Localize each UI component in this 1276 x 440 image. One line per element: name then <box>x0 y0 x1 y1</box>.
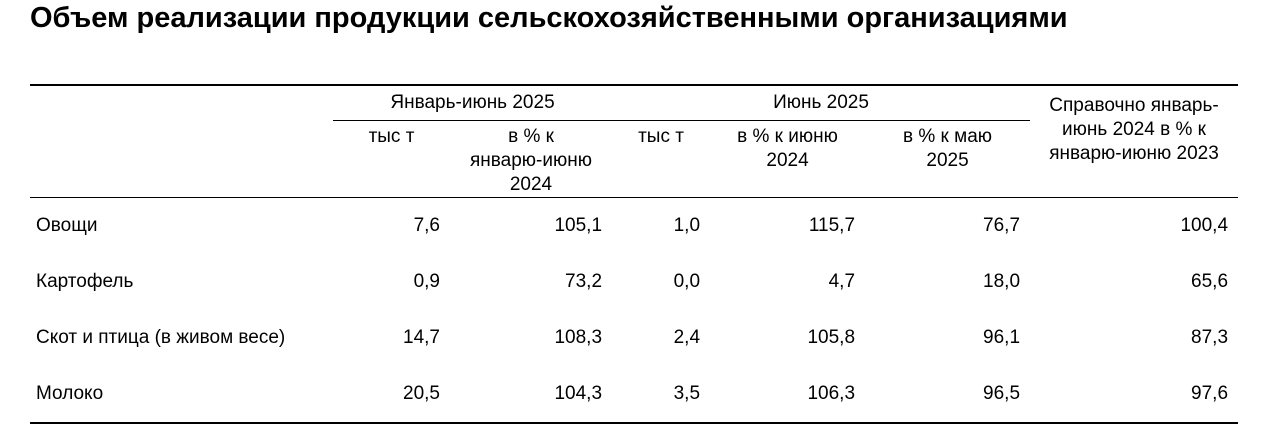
column-header: в % к январю-июню 2024 <box>450 120 613 198</box>
cell-value: 14,7 <box>403 327 440 348</box>
table-row: Картофель 0,9 73,2 0,0 4,7 18,0 65,6 <box>30 254 1238 310</box>
row-label: Картофель <box>36 271 134 292</box>
cell-value: 65,6 <box>1191 271 1229 292</box>
group-header: Июнь 2025 <box>612 84 1031 121</box>
cell-value: 115,7 <box>808 215 856 236</box>
cell-value: 97,6 <box>1030 366 1239 424</box>
cell-value: 100,4 <box>1180 215 1229 236</box>
data-table: Январь-июнь 2025 Июнь 2025 Справочно янв… <box>30 84 1239 424</box>
cell-value: 104,3 <box>450 366 613 424</box>
table-row: Овощи 7,6 105,1 1,0 115,7 76,7 100,4 <box>30 198 1238 255</box>
cell-value: 18,0 <box>983 271 1021 292</box>
cell-value: 20,5 <box>333 366 450 424</box>
row-label: Овощи <box>36 215 98 236</box>
cell-value: 3,5 <box>612 366 711 424</box>
column-header: тыс т <box>612 120 711 198</box>
row-label: Скот и птица (в живом весе) <box>36 327 286 348</box>
group-header: Справочно январь-июнь 2024 в % к январю-… <box>1030 84 1239 198</box>
group-header: Январь-июнь 2025 <box>333 84 613 121</box>
title: Объем реализации продукции сельскохозяйс… <box>30 2 1068 34</box>
cell-value: 0,0 <box>673 271 701 292</box>
cell-value: 108,3 <box>554 327 603 348</box>
row-label: Молоко <box>30 366 333 424</box>
column-header: в % к июню 2024 <box>710 120 866 198</box>
table-row: Скот и птица (в живом весе) 14,7 108,3 2,4 1… <box>30 310 1238 366</box>
cell-value: 76,7 <box>983 215 1021 236</box>
cell-value: 96,5 <box>865 366 1031 424</box>
cell-value: 96,1 <box>983 327 1021 348</box>
cell-value: 105,1 <box>554 215 603 236</box>
cell-value: 106,3 <box>710 366 866 424</box>
cell-value: 1,0 <box>673 215 701 236</box>
cell-value: 73,2 <box>565 271 603 292</box>
column-header: тыс т <box>333 120 450 198</box>
table-row: Молоко 20,5 104,3 3,5 106,3 96,5 97,6 <box>30 366 1239 424</box>
cell-value: 7,6 <box>413 215 440 236</box>
cell-value: 87,3 <box>1191 327 1229 348</box>
cell-value: 2,4 <box>673 327 701 348</box>
column-header: в % к маю 2025 <box>865 120 1031 198</box>
cell-value: 0,9 <box>413 271 440 292</box>
cell-value: 105,8 <box>807 327 856 348</box>
cell-value: 4,7 <box>828 271 856 292</box>
